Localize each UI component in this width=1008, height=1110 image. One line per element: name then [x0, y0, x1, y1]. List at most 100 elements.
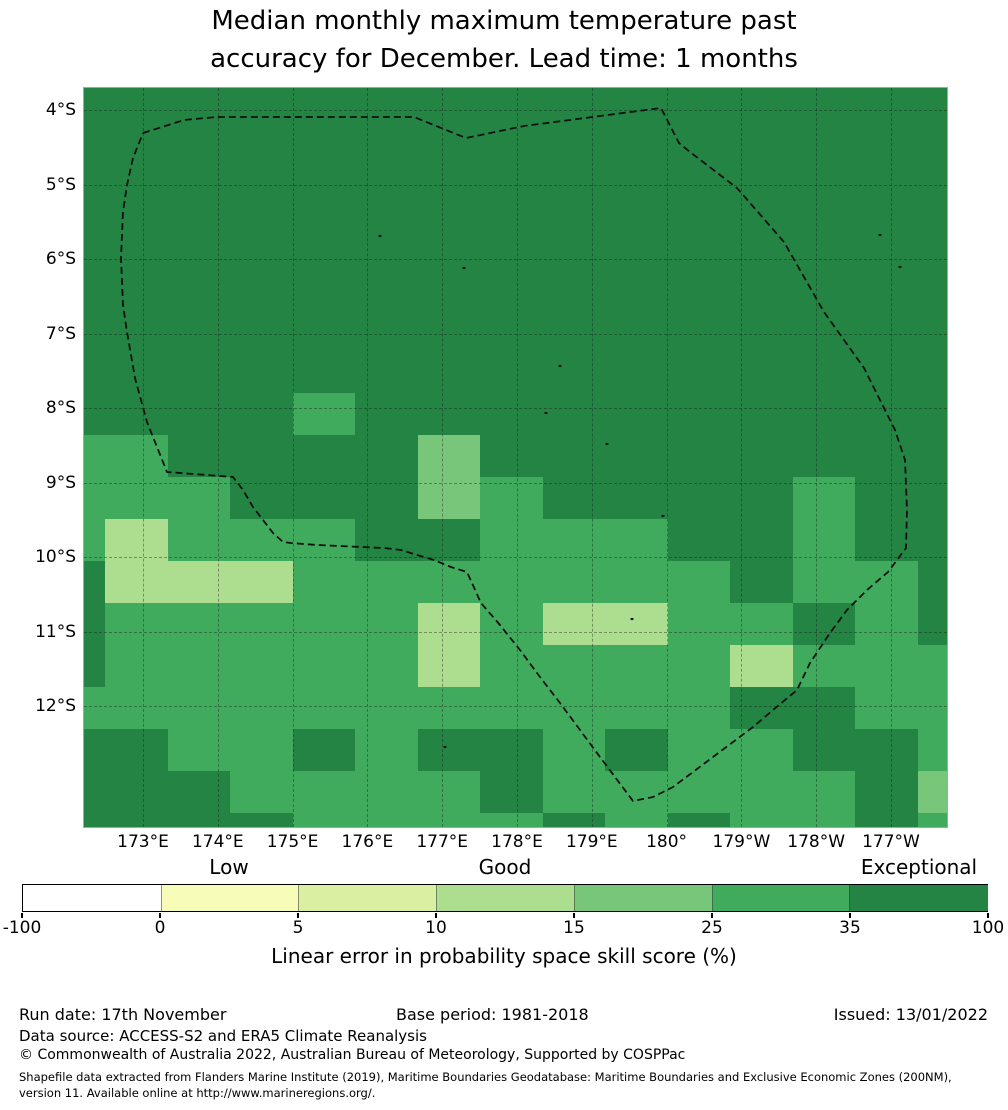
- map-cell: [167, 141, 230, 183]
- map-cell: [542, 561, 605, 603]
- map-cell: [480, 183, 543, 225]
- colorbar-region-label: Good: [478, 855, 532, 879]
- longitude-tick-label: 174°E: [191, 832, 244, 852]
- map-cell: [667, 687, 730, 729]
- map-cell: [917, 393, 947, 435]
- map-cell: [792, 477, 855, 519]
- map-cell: [105, 519, 168, 561]
- map-cell: [667, 393, 730, 435]
- map-cell: [230, 477, 293, 519]
- base-period-text: Base period: 1981-2018: [396, 1005, 589, 1024]
- map-cell: [355, 561, 418, 603]
- map-cell: [84, 141, 105, 183]
- map-cell: [355, 687, 418, 729]
- map-cell: [792, 771, 855, 813]
- map-cell: [355, 309, 418, 351]
- map-cell: [230, 729, 293, 771]
- island-marker: [878, 233, 882, 237]
- map-cell: [105, 225, 168, 267]
- colorbar-segment: [298, 885, 438, 911]
- map-cell: [792, 183, 855, 225]
- map-cell: [855, 141, 918, 183]
- island-marker: [544, 411, 548, 415]
- latitude-tick-label: 5°S: [45, 174, 76, 195]
- map-cell: [355, 183, 418, 225]
- map-cell: [730, 88, 793, 99]
- map-cell: [355, 603, 418, 645]
- map-cell: [542, 225, 605, 267]
- map-cell: [792, 88, 855, 99]
- map-cell: [542, 729, 605, 771]
- map-cell: [605, 351, 668, 393]
- colorbar-tick-mark: [849, 913, 851, 918]
- map-cell: [480, 477, 543, 519]
- shapefile-attribution-line2: version 11. Available online at http://w…: [19, 1086, 376, 1100]
- longitude-tick-label: 176°E: [341, 832, 394, 852]
- latitude-gridline: [84, 482, 947, 484]
- latitude-tick-label: 9°S: [45, 472, 76, 493]
- map-cell: [917, 813, 947, 827]
- colorbar: [22, 884, 988, 912]
- map-cell: [417, 183, 480, 225]
- map-cell: [292, 393, 355, 435]
- map-cell: [917, 183, 947, 225]
- map-cell: [605, 267, 668, 309]
- map-cell: [792, 309, 855, 351]
- map-cell: [730, 813, 793, 827]
- map-cell: [167, 645, 230, 687]
- map-cell: [542, 309, 605, 351]
- map-cell: [355, 225, 418, 267]
- longitude-gridline: [217, 88, 219, 827]
- map-cell: [792, 351, 855, 393]
- map-cell: [292, 351, 355, 393]
- map-cell: [730, 309, 793, 351]
- map-cell: [605, 603, 668, 645]
- map-cell: [542, 477, 605, 519]
- map-cell: [355, 267, 418, 309]
- map-cell: [355, 645, 418, 687]
- map-cell: [605, 88, 668, 99]
- map-cell: [167, 561, 230, 603]
- map-cell: [355, 435, 418, 477]
- map-cell: [355, 351, 418, 393]
- map-cell: [730, 99, 793, 141]
- map-cell: [855, 183, 918, 225]
- map-cell: [855, 729, 918, 771]
- island-marker: [462, 266, 466, 270]
- latitude-gridline: [84, 706, 947, 708]
- map-cell: [792, 99, 855, 141]
- map-cell: [167, 477, 230, 519]
- colorbar-segment: [160, 885, 300, 911]
- colorbar-tick-label: 35: [839, 918, 861, 938]
- map-cell: [917, 771, 947, 813]
- island-marker: [443, 745, 447, 749]
- eez-boundary-svg: [120, 107, 908, 802]
- map-cell: [480, 309, 543, 351]
- map-cell: [667, 477, 730, 519]
- map-cell: [792, 393, 855, 435]
- latitude-gridline: [84, 333, 947, 335]
- map-cell: [230, 88, 293, 99]
- latitude-tick-label: 7°S: [45, 323, 76, 344]
- map-cell: [84, 771, 105, 813]
- map-cell: [417, 435, 480, 477]
- map-cell: [542, 351, 605, 393]
- map-cell: [855, 225, 918, 267]
- colorbar-tick-label: 100: [971, 918, 1005, 938]
- map-cell: [105, 393, 168, 435]
- map-cell: [84, 519, 105, 561]
- map-cell: [855, 603, 918, 645]
- map-cell: [417, 141, 480, 183]
- map-cell: [105, 99, 168, 141]
- map-cell: [230, 309, 293, 351]
- map-cell: [480, 141, 543, 183]
- map-cell: [730, 771, 793, 813]
- map-cell: [480, 88, 543, 99]
- map-cell: [730, 141, 793, 183]
- map-cell: [167, 813, 230, 827]
- map-cell: [855, 393, 918, 435]
- map-cell: [84, 813, 105, 827]
- map-cell: [605, 645, 668, 687]
- map-cell: [105, 477, 168, 519]
